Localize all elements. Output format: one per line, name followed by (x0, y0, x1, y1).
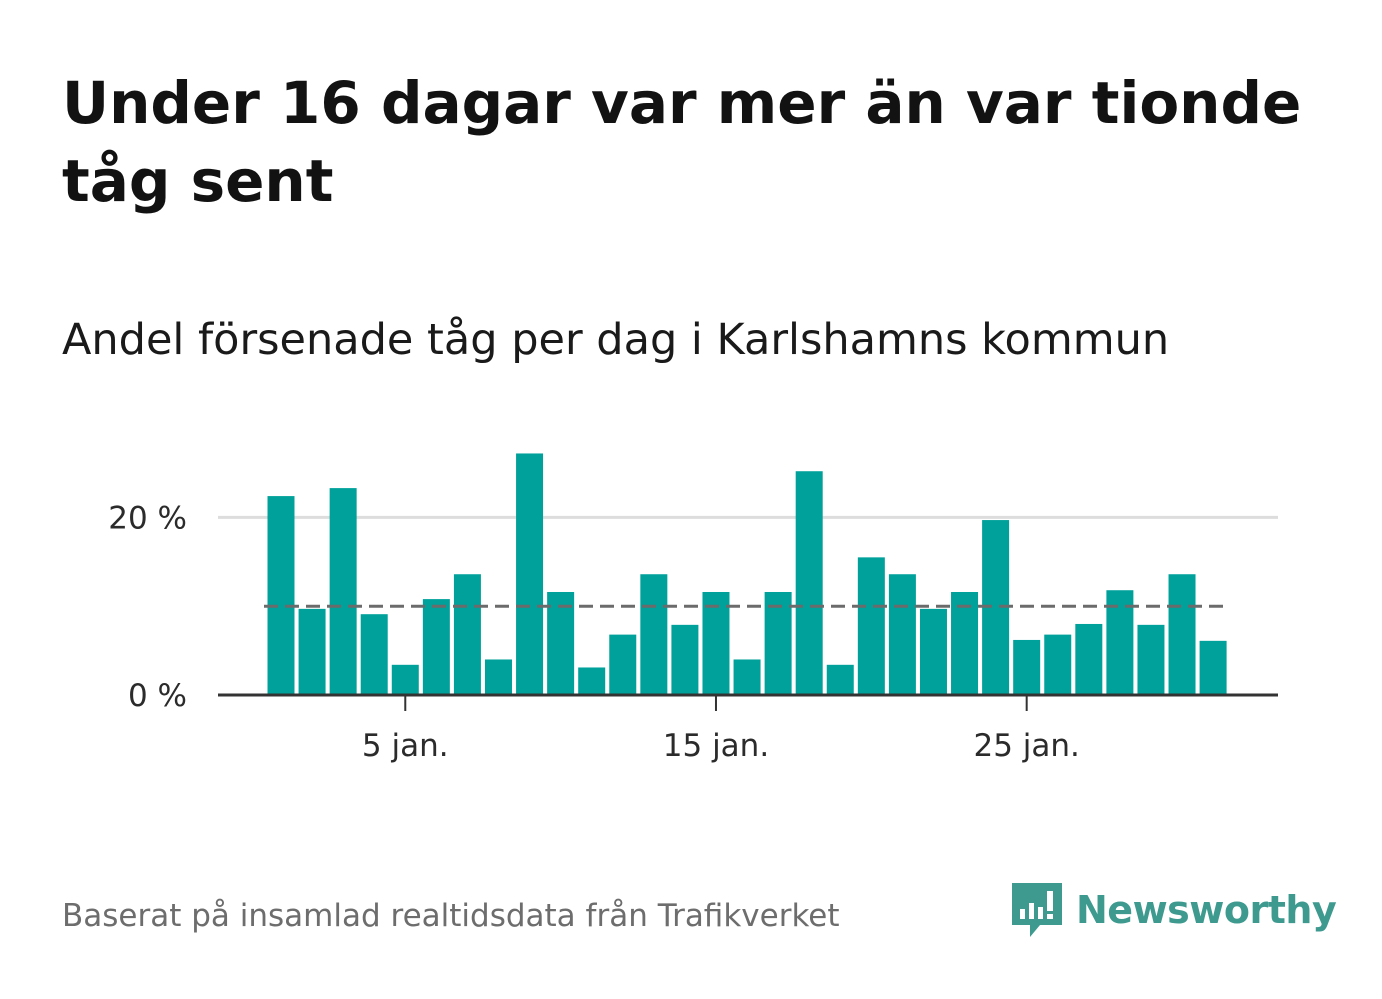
bar (1044, 634, 1072, 695)
bar (826, 664, 854, 695)
bar (298, 608, 326, 695)
bar (919, 608, 947, 695)
bar (422, 599, 450, 695)
bar (267, 496, 295, 695)
x-tick-label: 5 jan. (362, 728, 449, 764)
bar (1199, 640, 1227, 695)
y-tick-label: 0 % (128, 678, 187, 714)
bar (640, 574, 668, 695)
bar (857, 557, 885, 695)
bar (764, 591, 792, 695)
bar (329, 488, 357, 695)
bar (360, 614, 388, 695)
x-tick-label: 15 jan. (663, 728, 769, 764)
bar (391, 664, 419, 695)
bar (516, 453, 544, 695)
bar (1075, 623, 1103, 695)
y-tick-label: 20 % (108, 500, 187, 536)
chart-title: Under 16 dagar var mer än var tionde tåg… (62, 69, 1302, 215)
bar (888, 574, 916, 695)
bar (547, 591, 575, 695)
x-tick-label: 25 jan. (973, 728, 1079, 764)
bar-chart: 0 % 20 % 5 jan. 15 jan. 25 jan. (108, 453, 1278, 764)
bar (795, 471, 823, 695)
logo-wordmark: Newsworthy (1076, 888, 1337, 932)
bar (1137, 624, 1165, 695)
bars (267, 453, 1227, 695)
newsworthy-logo: Newsworthy (1010, 878, 1337, 942)
chart-subtitle: Andel försenade tåg per dag i Karlshamns… (62, 315, 1170, 365)
source-note: Baserat på insamlad realtidsdata från Tr… (62, 898, 840, 934)
axes: 0 % 20 % 5 jan. 15 jan. 25 jan. (108, 500, 1278, 764)
bar (578, 667, 606, 695)
bar (1168, 574, 1196, 695)
bar (951, 591, 979, 695)
bar (484, 659, 512, 695)
bar (733, 659, 761, 695)
bar (609, 634, 637, 695)
bar (453, 574, 481, 695)
newsworthy-logo-icon (1012, 883, 1062, 937)
bar (1013, 639, 1041, 695)
bar (671, 624, 699, 695)
bar (702, 591, 730, 695)
